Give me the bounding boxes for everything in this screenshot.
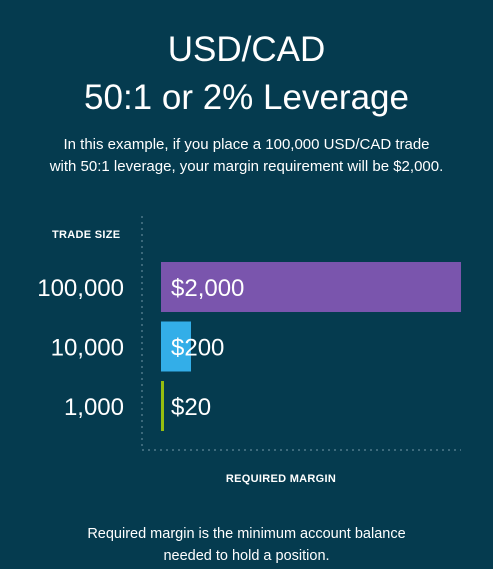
bar-1000 [161,381,164,431]
bar-100000 [161,262,461,312]
bar-value-label: $20 [171,394,211,421]
subtitle-line-2: with 50:1 leverage, your margin requirem… [49,158,444,175]
y-tick-label: 100,000 [37,275,124,302]
footnote-line-1: Required margin is the minimum account b… [87,526,406,542]
footnote: Required margin is the minimum account b… [0,523,493,567]
bar-value-label: $200 [171,335,224,362]
y-axis-title: TRADE SIZE [52,229,121,241]
chart-subtitle: In this example, if you place a 100,000 … [0,134,493,178]
bar-10000 [161,321,191,372]
bar-value-label: $2,000 [171,275,244,302]
y-tick-label: 1,000 [64,394,124,421]
chart-title-line-1: USD/CAD [167,30,326,69]
x-axis-title: REQUIRED MARGIN [225,473,337,485]
subtitle-line-1: In this example, if you place a 100,000 … [63,136,430,153]
footnote-line-2: needed to hold a position. [163,548,330,564]
chart-title-line-2: 50:1 or 2% Leverage [84,78,409,117]
y-tick-label: 10,000 [51,335,124,362]
